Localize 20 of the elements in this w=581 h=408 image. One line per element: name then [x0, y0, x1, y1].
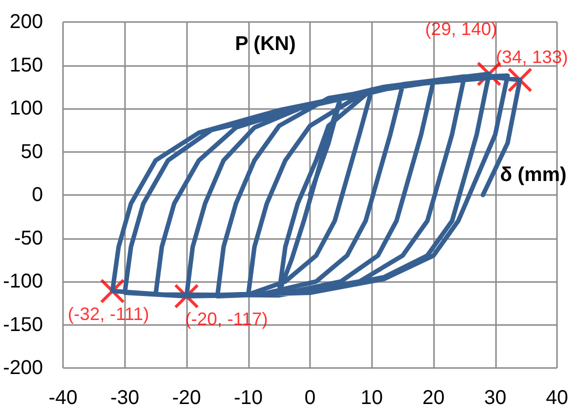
- y-tick-label: 100: [10, 98, 44, 120]
- x-tick-label: 20: [422, 387, 445, 408]
- y-tick-label: 50: [20, 140, 44, 163]
- x-tick-label: 30: [484, 387, 506, 408]
- x-tick-label: -30: [110, 387, 140, 408]
- y-tick-label: -200: [3, 357, 44, 379]
- y-tick-label: -100: [3, 270, 44, 292]
- y-tick-label: 0: [32, 184, 44, 206]
- x-axis-title: δ (mm): [500, 164, 567, 186]
- y-tick-label: -150: [3, 314, 44, 336]
- y-tick-label: 200: [10, 11, 44, 33]
- x-tick-label: -10: [234, 387, 263, 408]
- x-tick-label: 0: [304, 387, 316, 408]
- y-tick-label: -50: [14, 227, 44, 250]
- x-tick-label: 10: [360, 387, 383, 408]
- x-tick-label: -40: [48, 387, 78, 408]
- x-tick-label: 40: [546, 387, 568, 408]
- y-tick-label: 150: [10, 54, 44, 76]
- y-axis-title: P (KN): [235, 33, 296, 55]
- x-tick-label: -20: [172, 387, 201, 408]
